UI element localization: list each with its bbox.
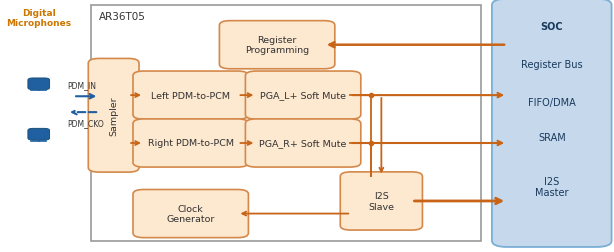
Text: PGA_L+ Soft Mute: PGA_L+ Soft Mute — [260, 91, 346, 100]
FancyBboxPatch shape — [133, 119, 249, 167]
Text: AR36T05: AR36T05 — [99, 12, 146, 22]
FancyBboxPatch shape — [133, 72, 249, 120]
FancyBboxPatch shape — [492, 0, 612, 247]
Text: Register Bus: Register Bus — [521, 60, 583, 70]
Text: FIFO/DMA: FIFO/DMA — [528, 98, 576, 108]
FancyBboxPatch shape — [28, 129, 50, 140]
Text: Sampler: Sampler — [109, 96, 118, 136]
Text: SOC: SOC — [540, 22, 563, 32]
Text: Register
Programming: Register Programming — [245, 36, 309, 55]
FancyBboxPatch shape — [340, 172, 422, 230]
FancyBboxPatch shape — [246, 72, 361, 120]
Text: Digital
Microphones: Digital Microphones — [6, 9, 71, 28]
Text: PGA_R+ Soft Mute: PGA_R+ Soft Mute — [259, 139, 347, 148]
Text: I2S
Master: I2S Master — [535, 176, 569, 198]
Text: I2S
Slave: I2S Slave — [368, 192, 394, 211]
FancyBboxPatch shape — [28, 79, 50, 90]
Text: Right PDM-to-PCM: Right PDM-to-PCM — [148, 139, 234, 148]
FancyBboxPatch shape — [246, 119, 361, 167]
FancyBboxPatch shape — [88, 59, 139, 172]
Text: PDM_IN: PDM_IN — [67, 81, 96, 90]
FancyBboxPatch shape — [133, 190, 249, 238]
Text: Clock
Generator: Clock Generator — [166, 204, 215, 223]
Text: SRAM: SRAM — [538, 133, 565, 143]
Text: PDM_CKO: PDM_CKO — [67, 119, 104, 128]
FancyBboxPatch shape — [219, 22, 335, 70]
Text: Left PDM-to-PCM: Left PDM-to-PCM — [151, 91, 230, 100]
